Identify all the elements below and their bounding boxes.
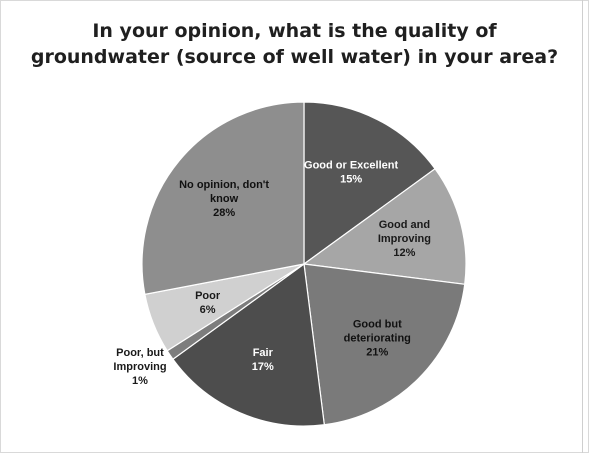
pie-slice-label-line-5-1: Poor, but bbox=[116, 347, 164, 359]
frame-right-edge bbox=[582, 0, 583, 453]
pie-slice-label-line-2-1: Good and bbox=[379, 219, 430, 231]
pie-slice-1 bbox=[303, 101, 436, 266]
pie-slice-label-4: Fair 17% bbox=[252, 347, 274, 373]
pie-slice-label-line-4-1: Fair bbox=[253, 347, 274, 359]
chart-title: In your opinion, what is the quality of … bbox=[20, 18, 569, 70]
pie-slice-7 bbox=[141, 101, 305, 296]
pie-slice-value-5: 1% bbox=[132, 375, 148, 387]
pie-slice-label-line-6-1: Poor bbox=[195, 290, 221, 302]
pie-slice-label-2: Good and Improving 12% bbox=[378, 219, 431, 259]
pie-slice-value-3: 21% bbox=[366, 346, 388, 358]
pie-slice-label-5: Poor, but Improving 1% bbox=[113, 347, 166, 387]
pie-slice-label-1: Good or Excellent 15% bbox=[304, 160, 398, 186]
pie-slice-value-1: 15% bbox=[340, 174, 362, 186]
chart-title-line-1: In your opinion, what is the quality of bbox=[92, 20, 497, 42]
pie-slice-label-7: No opinion, don't know 28% bbox=[179, 179, 269, 219]
pie-slice-label-line-7-1: No opinion, don't bbox=[179, 179, 269, 191]
pie-slice-label-line-1-1: Good or Excellent bbox=[304, 160, 398, 172]
pie-slice-value-7: 28% bbox=[213, 207, 235, 219]
pie-slice-label-6: Poor 6% bbox=[195, 290, 221, 316]
chart-title-line-2: groundwater (source of well water) in yo… bbox=[30, 46, 559, 68]
pie-slice-value-4: 17% bbox=[252, 361, 274, 373]
pie-slice-label-3: Good but deteriorating 21% bbox=[344, 318, 411, 358]
pie-slice-2 bbox=[302, 167, 467, 285]
pie-slice-label-line-2-2: Improving bbox=[378, 233, 431, 245]
pie-slice-label-line-3-2: deteriorating bbox=[344, 332, 411, 344]
pie-slice-label-line-7-2: know bbox=[210, 193, 239, 205]
pie-slice-value-6: 6% bbox=[200, 304, 216, 316]
pie-slice-4 bbox=[172, 262, 325, 427]
pie-slice-label-line-3-1: Good but bbox=[353, 318, 402, 330]
pie-slice-value-2: 12% bbox=[393, 247, 415, 259]
pie-slice-label-line-5-2: Improving bbox=[113, 361, 166, 373]
pie-slice-3 bbox=[303, 263, 466, 426]
